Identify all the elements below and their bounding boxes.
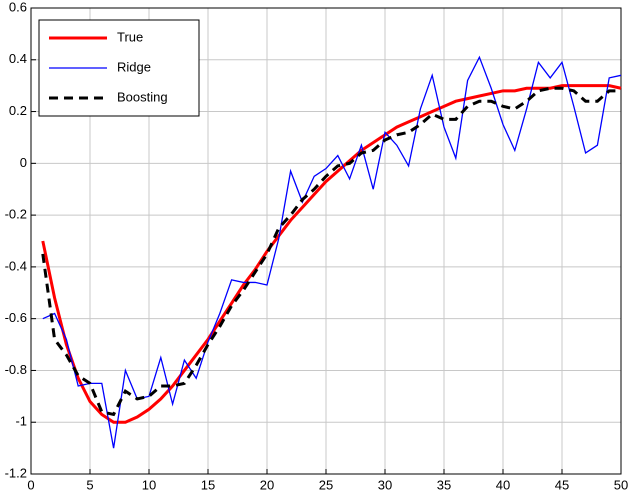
y-tick-label: 0 bbox=[20, 155, 27, 170]
x-tick-label: 15 bbox=[201, 477, 215, 492]
x-tick-label: 35 bbox=[437, 477, 451, 492]
x-tick-label: 10 bbox=[142, 477, 156, 492]
y-tick-label: -1 bbox=[15, 414, 27, 429]
legend-label: True bbox=[117, 29, 143, 44]
x-tick-label: 40 bbox=[496, 477, 510, 492]
series-line bbox=[41, 86, 621, 417]
y-tick-label: -0.6 bbox=[5, 310, 27, 325]
x-tick-label: 45 bbox=[555, 477, 569, 492]
y-tick-label: 0.4 bbox=[9, 51, 27, 66]
plot-frame bbox=[30, 7, 622, 475]
y-tick-label: 0.6 bbox=[9, 0, 27, 14]
x-tick-label: 0 bbox=[27, 477, 34, 492]
y-tick-label: -1.2 bbox=[5, 465, 27, 480]
x-tick-label: 50 bbox=[614, 477, 628, 492]
x-tick-label: 30 bbox=[378, 477, 392, 492]
legend-label: Boosting bbox=[117, 89, 168, 104]
x-tick-label: 20 bbox=[260, 477, 274, 492]
legend-label: Ridge bbox=[117, 59, 151, 74]
y-tick-label: -0.8 bbox=[5, 362, 27, 377]
x-tick-label: 25 bbox=[319, 477, 333, 492]
y-tick-label: -0.2 bbox=[5, 207, 27, 222]
y-tick-label: -0.4 bbox=[5, 258, 27, 273]
y-tick-label: 0.2 bbox=[9, 103, 27, 118]
x-tick-label: 5 bbox=[86, 477, 93, 492]
series-line bbox=[41, 84, 622, 424]
